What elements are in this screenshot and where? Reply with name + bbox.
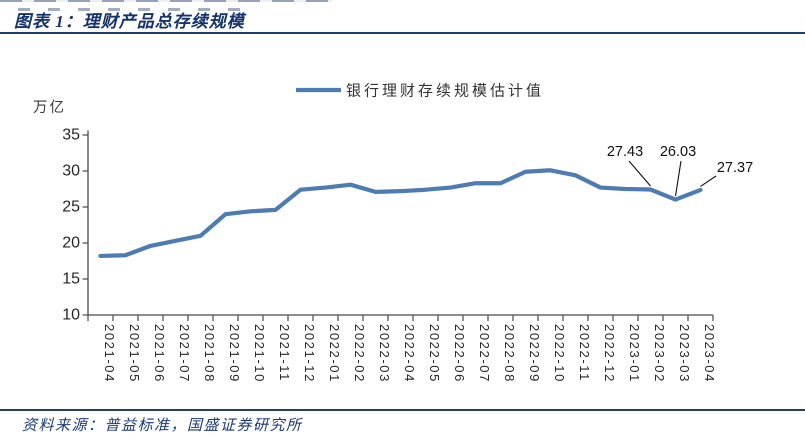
annotation-label: 27.43 [607,144,643,160]
y-tick-label: 10 [62,307,80,324]
source-note: 资料来源：普益标准，国盛证券研究所 [22,418,303,434]
x-tick-label: 2022-08 [502,324,517,383]
annotation-label: 26.03 [660,144,696,160]
header-divider [0,32,805,34]
legend-label: 银行理财存续规模估计值 [346,83,544,100]
annotation-label: 27.37 [717,160,753,176]
series-line [98,168,703,259]
x-tick-label: 2022-05 [427,324,442,383]
x-tick-label: 2021-06 [152,324,167,383]
x-tick-label: 2022-04 [402,324,417,383]
x-tick-label: 2022-07 [477,324,492,383]
x-tick-label: 2023-01 [627,324,642,383]
x-tick-label: 2022-01 [327,324,342,383]
cropped-text-fragment [0,0,332,2]
x-tick-label: 2021-07 [177,324,192,383]
x-tick-label: 2021-09 [227,324,242,383]
x-tick-label: 2021-08 [202,324,217,383]
x-tick-label: 2022-09 [527,324,542,383]
x-tick-label: 2021-04 [102,324,117,383]
x-tick-label: 2021-11 [277,324,292,382]
x-tick-label: 2023-02 [652,324,667,383]
figure-title: 图表 1：理财产品总存续规模 [14,12,245,31]
y-tick-label: 15 [62,271,80,288]
y-tick-label: 30 [62,163,80,180]
y-axis-unit-label: 万亿 [33,99,66,116]
y-tick-label: 35 [62,127,80,144]
footer-divider [0,409,805,411]
x-tick-label: 2022-03 [377,324,392,383]
annotation-leader-line [628,160,651,187]
x-tick-label: 2021-05 [127,324,142,383]
y-tick-label: 25 [62,199,80,216]
x-tick-label: 2021-10 [252,324,267,383]
x-tick-label: 2022-12 [602,324,617,383]
y-tick-label: 20 [62,235,80,252]
cropped-text-fragment [18,8,250,11]
annotation-leader-line [700,175,717,187]
annotation-leader-line [674,160,682,197]
x-tick-label: 2023-03 [677,324,692,383]
x-tick-label: 2022-11 [577,324,592,382]
x-tick-label: 2022-10 [552,324,567,383]
x-tick-label: 2022-02 [352,324,367,383]
x-tick-label: 2022-06 [452,324,467,383]
x-tick-label: 2021-12 [302,324,317,383]
x-tick-label: 2023-04 [702,324,717,383]
